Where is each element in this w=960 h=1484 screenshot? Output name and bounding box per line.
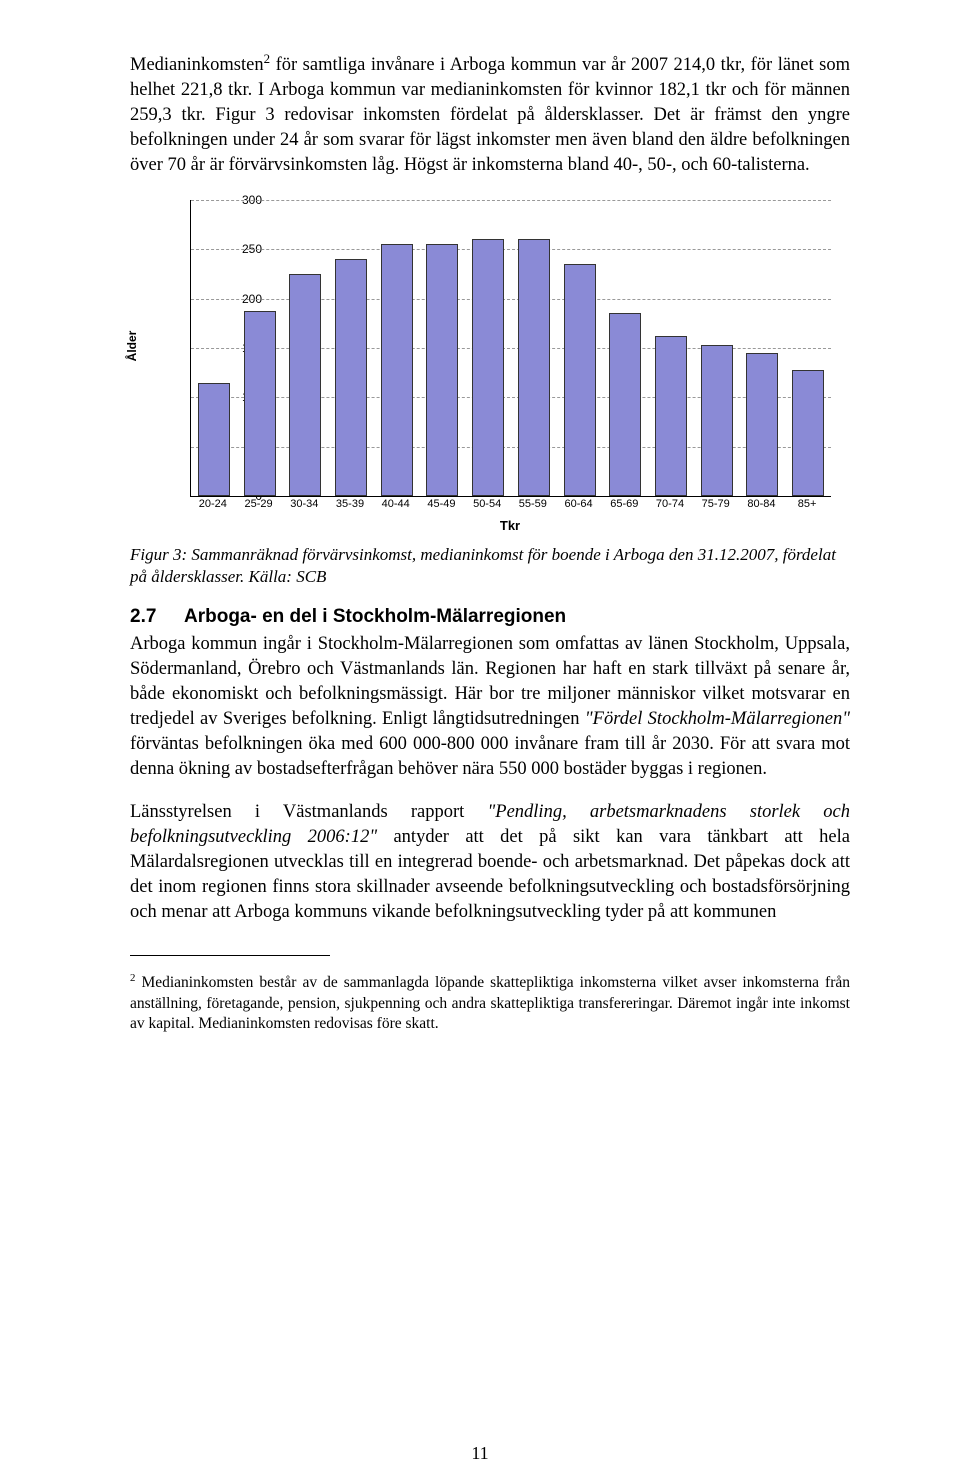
bar — [518, 239, 550, 496]
page-number: 11 — [0, 1443, 960, 1464]
para3-text-a: Länsstyrelsen i Västmanlands rapport — [130, 802, 488, 822]
bar-slot — [237, 200, 283, 496]
paragraph-3: Länsstyrelsen i Västmanlands rapport "Pe… — [130, 800, 850, 925]
section-heading: 2.7Arboga- en del i Stockholm-Mälarregio… — [130, 606, 850, 628]
bar-slot — [465, 200, 511, 496]
x-tick-label: 40-44 — [382, 498, 410, 510]
x-axis-title: Tkr — [190, 518, 830, 533]
x-tick-label: 75-79 — [702, 498, 730, 510]
bar — [564, 264, 596, 496]
bar-slot — [191, 200, 237, 496]
para2-text-b: förväntas befolkningen öka med 600 000-8… — [130, 734, 850, 779]
x-tick-label: 65-69 — [610, 498, 638, 510]
bar-slot — [282, 200, 328, 496]
bar — [609, 313, 641, 496]
bar — [289, 274, 321, 496]
bar-slot — [740, 200, 786, 496]
bar-slot — [511, 200, 557, 496]
x-tick-label: 30-34 — [290, 498, 318, 510]
paragraph-1: Medianinkomsten2 för samtliga invånare i… — [130, 50, 850, 178]
bar — [472, 239, 504, 496]
bar-slot — [328, 200, 374, 496]
x-tick-label: 35-39 — [336, 498, 364, 510]
heading-number: 2.7 — [130, 606, 184, 628]
x-tick-label: 50-54 — [473, 498, 501, 510]
bar — [335, 259, 367, 496]
footnote-separator — [130, 955, 330, 956]
bar — [198, 383, 230, 496]
x-tick-label: 60-64 — [564, 498, 592, 510]
x-tick-label: 55-59 — [519, 498, 547, 510]
paragraph-2: Arboga kommun ingår i Stockholm-Mälarreg… — [130, 632, 850, 782]
x-tick-label: 85+ — [798, 498, 817, 510]
bar — [426, 244, 458, 496]
footnote-text: Medianinkomsten består av de sammanlagda… — [130, 975, 850, 1032]
x-tick-label: 25-29 — [244, 498, 272, 510]
y-axis-title: Ålder — [125, 331, 139, 362]
income-bar-chart: Ålder 050100150200250300 20-2425-2930-34… — [130, 196, 850, 536]
x-tick-label: 20-24 — [199, 498, 227, 510]
bar-slot — [374, 200, 420, 496]
figure-caption: Figur 3: Sammanräknad förvärvsinkomst, m… — [130, 544, 850, 588]
bar-slot — [557, 200, 603, 496]
bar — [746, 353, 778, 496]
x-tick-label: 45-49 — [427, 498, 455, 510]
bars-group — [191, 200, 831, 496]
page: Medianinkomsten2 för samtliga invånare i… — [0, 0, 960, 1484]
bar-slot — [785, 200, 831, 496]
bar — [655, 336, 687, 496]
footnote: 2 Medianinkomsten består av de sammanlag… — [130, 971, 850, 1034]
bar — [792, 370, 824, 496]
heading-text: Arboga- en del i Stockholm-Mälarregionen — [184, 606, 566, 627]
bar-slot — [694, 200, 740, 496]
chart-container: Ålder 050100150200250300 20-2425-2930-34… — [130, 196, 850, 536]
x-tick-label: 80-84 — [747, 498, 775, 510]
bar — [701, 345, 733, 496]
bar-slot — [602, 200, 648, 496]
para1-text-a: Medianinkomsten — [130, 55, 264, 75]
para2-italic-1: "Fördel Stockholm-Mälarregionen" — [585, 709, 850, 729]
bar-slot — [420, 200, 466, 496]
bar-slot — [648, 200, 694, 496]
bar — [381, 244, 413, 496]
bar — [244, 311, 276, 496]
x-tick-label: 70-74 — [656, 498, 684, 510]
plot-area — [190, 200, 831, 497]
